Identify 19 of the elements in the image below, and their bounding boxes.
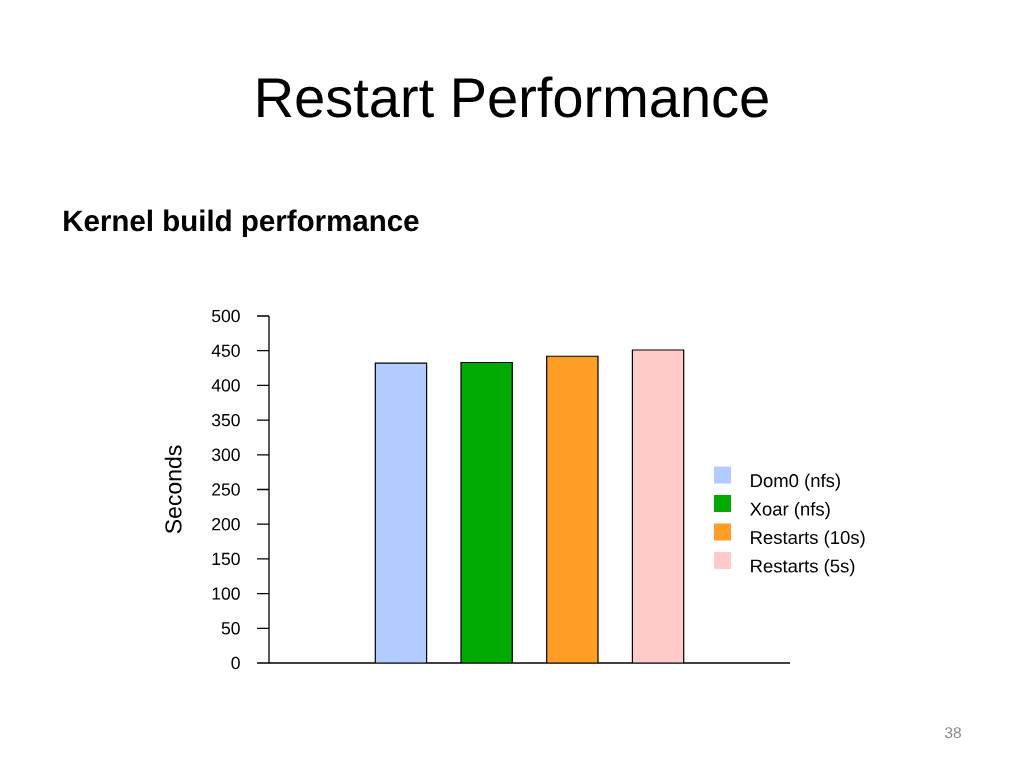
text: 38 [944, 727, 961, 739]
chart-title: Restart Performance [258, 76, 768, 118]
legend-label: Restarts (10s) [751, 530, 865, 548]
y-axis-title: Seconds [164, 445, 182, 534]
y-tick-label: 450 [211, 344, 240, 357]
y-tick-label: 100 [212, 587, 240, 600]
y-tick-label: 250 [212, 483, 240, 496]
legend-label: Xoar (nfs) [750, 502, 830, 520]
legend-label: Dom0 (nfs) [751, 473, 840, 491]
y-tick-label: 400 [211, 379, 240, 392]
y-tick-label: 0 [231, 656, 240, 670]
y-tick-label: 350 [211, 413, 240, 427]
y-tick-label: 200 [212, 517, 240, 531]
y-tick-label: 300 [211, 448, 240, 461]
y-tick-label: 50 [221, 622, 240, 635]
y-tick-label: 150 [212, 552, 240, 566]
legend-label: Restarts (5s) [751, 558, 855, 577]
y-tick-label: 500 [211, 309, 240, 323]
chart-subtitle: Kernel build performance [64, 209, 419, 238]
